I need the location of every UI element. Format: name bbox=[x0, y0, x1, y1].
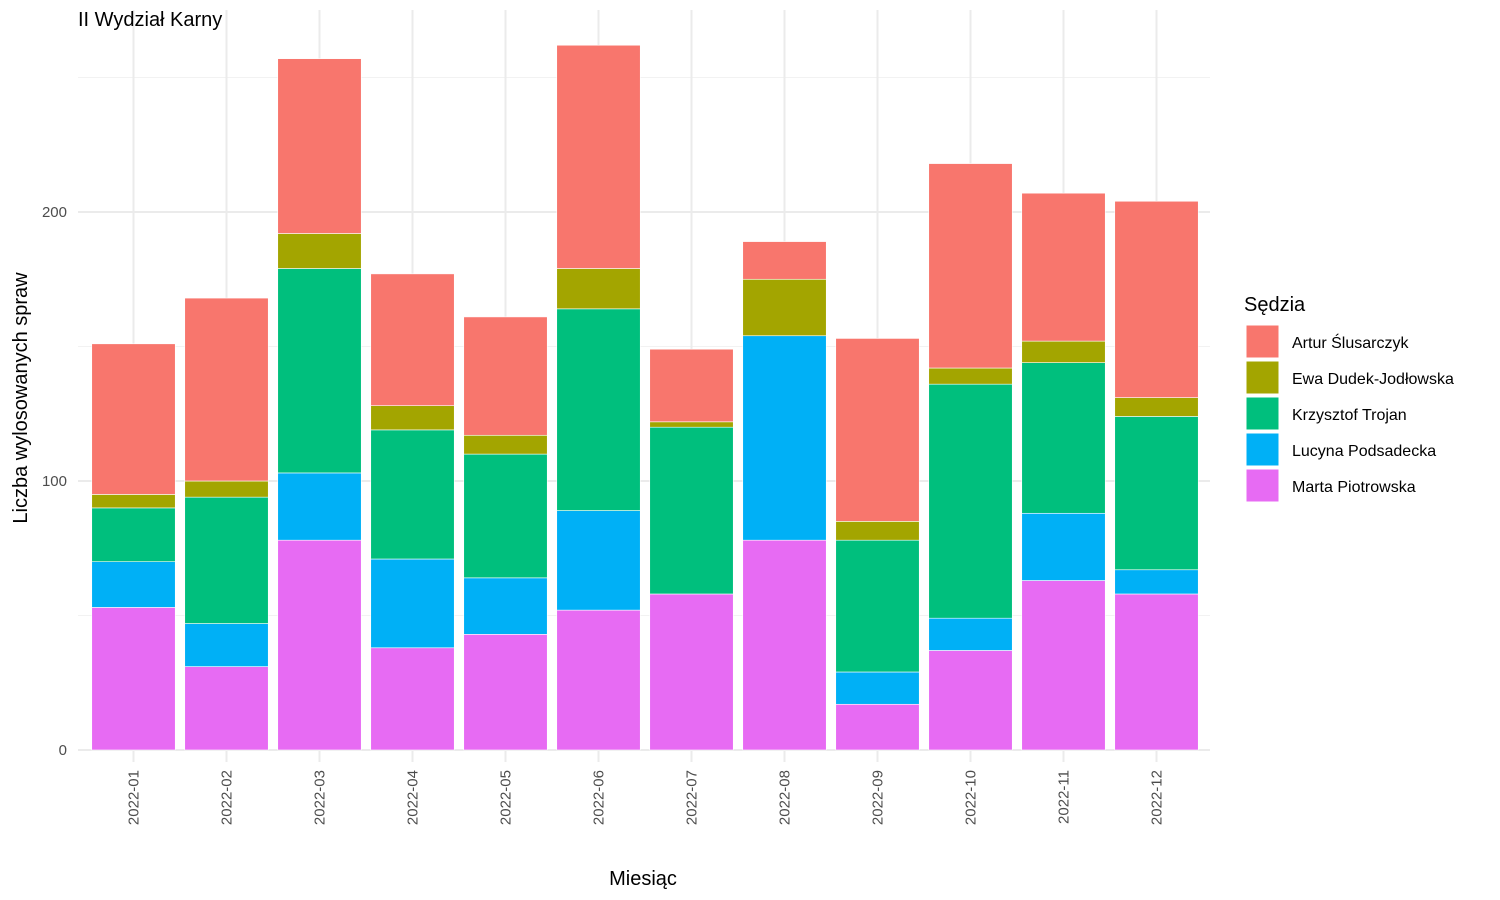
x-tick-label: 2022-06 bbox=[591, 770, 608, 825]
bar-segment bbox=[184, 297, 269, 482]
x-tick-label: 2022-09 bbox=[870, 770, 887, 825]
bar-segment bbox=[835, 521, 920, 541]
bar-segment bbox=[277, 233, 362, 269]
x-axis-title: Miesiąc bbox=[609, 868, 677, 890]
bars bbox=[91, 44, 1199, 751]
legend-key bbox=[1245, 360, 1280, 395]
bar-segment bbox=[835, 539, 920, 673]
bar-segment bbox=[649, 348, 734, 423]
y-tick-label: 100 bbox=[42, 473, 67, 490]
bar-segment bbox=[649, 593, 734, 751]
x-tick-label: 2022-12 bbox=[1149, 770, 1166, 825]
bar-segment bbox=[1114, 593, 1199, 751]
bar-segment bbox=[463, 634, 548, 751]
x-tick-label: 2022-11 bbox=[1056, 770, 1073, 824]
bar-segment bbox=[91, 494, 176, 509]
bar-segment bbox=[184, 480, 269, 498]
bar-segment bbox=[649, 426, 734, 595]
legend-key bbox=[1245, 468, 1280, 503]
bar-segment bbox=[742, 278, 827, 337]
bar-segment bbox=[1021, 580, 1106, 751]
bar-segment bbox=[463, 434, 548, 455]
bar-segment bbox=[556, 44, 641, 269]
bar-segment bbox=[370, 429, 455, 560]
bar-segment bbox=[928, 163, 1013, 369]
bar-segment bbox=[1114, 397, 1199, 417]
bar-segment bbox=[556, 308, 641, 511]
axis-ticks: 0 100 200 2022-01 2022-02 2022-03 2022-04 2022-… bbox=[42, 204, 1166, 825]
bar-segment bbox=[277, 539, 362, 751]
bar-segment bbox=[91, 561, 176, 608]
y-tick-label: 0 bbox=[59, 742, 67, 759]
bar-segment bbox=[742, 335, 827, 541]
bar-segment bbox=[184, 666, 269, 751]
x-tick-label: 2022-10 bbox=[963, 770, 980, 825]
legend-label: Krzysztof Trojan bbox=[1292, 407, 1407, 424]
bar-segment bbox=[91, 607, 176, 751]
legend: Artur Ślusarczyk Ewa Dudek-Jodłowska Krzys… bbox=[1245, 324, 1454, 503]
bar-segment bbox=[556, 510, 641, 611]
x-tick-label: 2022-03 bbox=[312, 770, 329, 825]
bar-segment bbox=[463, 453, 548, 579]
y-tick-label: 200 bbox=[42, 204, 67, 221]
bar-segment bbox=[1114, 416, 1199, 571]
bar-segment bbox=[370, 558, 455, 649]
bar-segment bbox=[370, 405, 455, 431]
bar-segment bbox=[556, 268, 641, 310]
bar-segment bbox=[1021, 192, 1106, 342]
x-tick-label: 2022-04 bbox=[405, 770, 422, 825]
bar-segment bbox=[91, 343, 176, 495]
legend-key bbox=[1245, 396, 1280, 431]
bar-segment bbox=[835, 338, 920, 522]
x-tick-label: 2022-02 bbox=[219, 770, 236, 825]
bar-segment bbox=[928, 650, 1013, 751]
legend-label: Ewa Dudek-Jodłowska bbox=[1292, 371, 1454, 388]
bar-segment bbox=[463, 316, 548, 436]
bar-segment bbox=[742, 539, 827, 751]
bar-segment bbox=[928, 617, 1013, 651]
bar-segment bbox=[277, 58, 362, 234]
x-tick-label: 2022-08 bbox=[777, 770, 794, 825]
legend-label: Marta Piotrowska bbox=[1292, 479, 1416, 496]
bar-segment bbox=[1021, 512, 1106, 581]
bar-segment bbox=[649, 421, 734, 428]
bar-segment bbox=[556, 609, 641, 751]
legend-title: Sędzia bbox=[1244, 294, 1306, 316]
x-tick-label: 2022-01 bbox=[126, 770, 143, 825]
bar-segment bbox=[1114, 569, 1199, 595]
y-axis-title: Liczba wylosowanych spraw bbox=[10, 272, 32, 524]
bar-segment bbox=[463, 577, 548, 635]
bar-segment bbox=[370, 647, 455, 751]
legend-label: Lucyna Podsadecka bbox=[1292, 443, 1436, 460]
bar-segment bbox=[928, 383, 1013, 619]
bar-segment bbox=[1021, 362, 1106, 514]
chart-title: II Wydział Karny bbox=[78, 9, 222, 31]
legend-key bbox=[1245, 432, 1280, 467]
bar-segment bbox=[184, 623, 269, 667]
bar-segment bbox=[184, 496, 269, 624]
bar-segment bbox=[91, 507, 176, 562]
x-tick-label: 2022-07 bbox=[684, 770, 701, 825]
bar-segment bbox=[928, 367, 1013, 385]
bar-segment bbox=[277, 472, 362, 541]
bar-segment bbox=[370, 273, 455, 406]
bar-segment bbox=[1114, 200, 1199, 398]
legend-key bbox=[1245, 324, 1280, 359]
bar-segment bbox=[277, 268, 362, 474]
legend-label: Artur Ślusarczyk bbox=[1292, 333, 1409, 352]
bar-segment bbox=[1021, 340, 1106, 363]
bar-segment bbox=[835, 703, 920, 751]
bar-segment bbox=[742, 241, 827, 280]
x-tick-label: 2022-05 bbox=[498, 770, 515, 825]
bar-segment bbox=[835, 671, 920, 705]
